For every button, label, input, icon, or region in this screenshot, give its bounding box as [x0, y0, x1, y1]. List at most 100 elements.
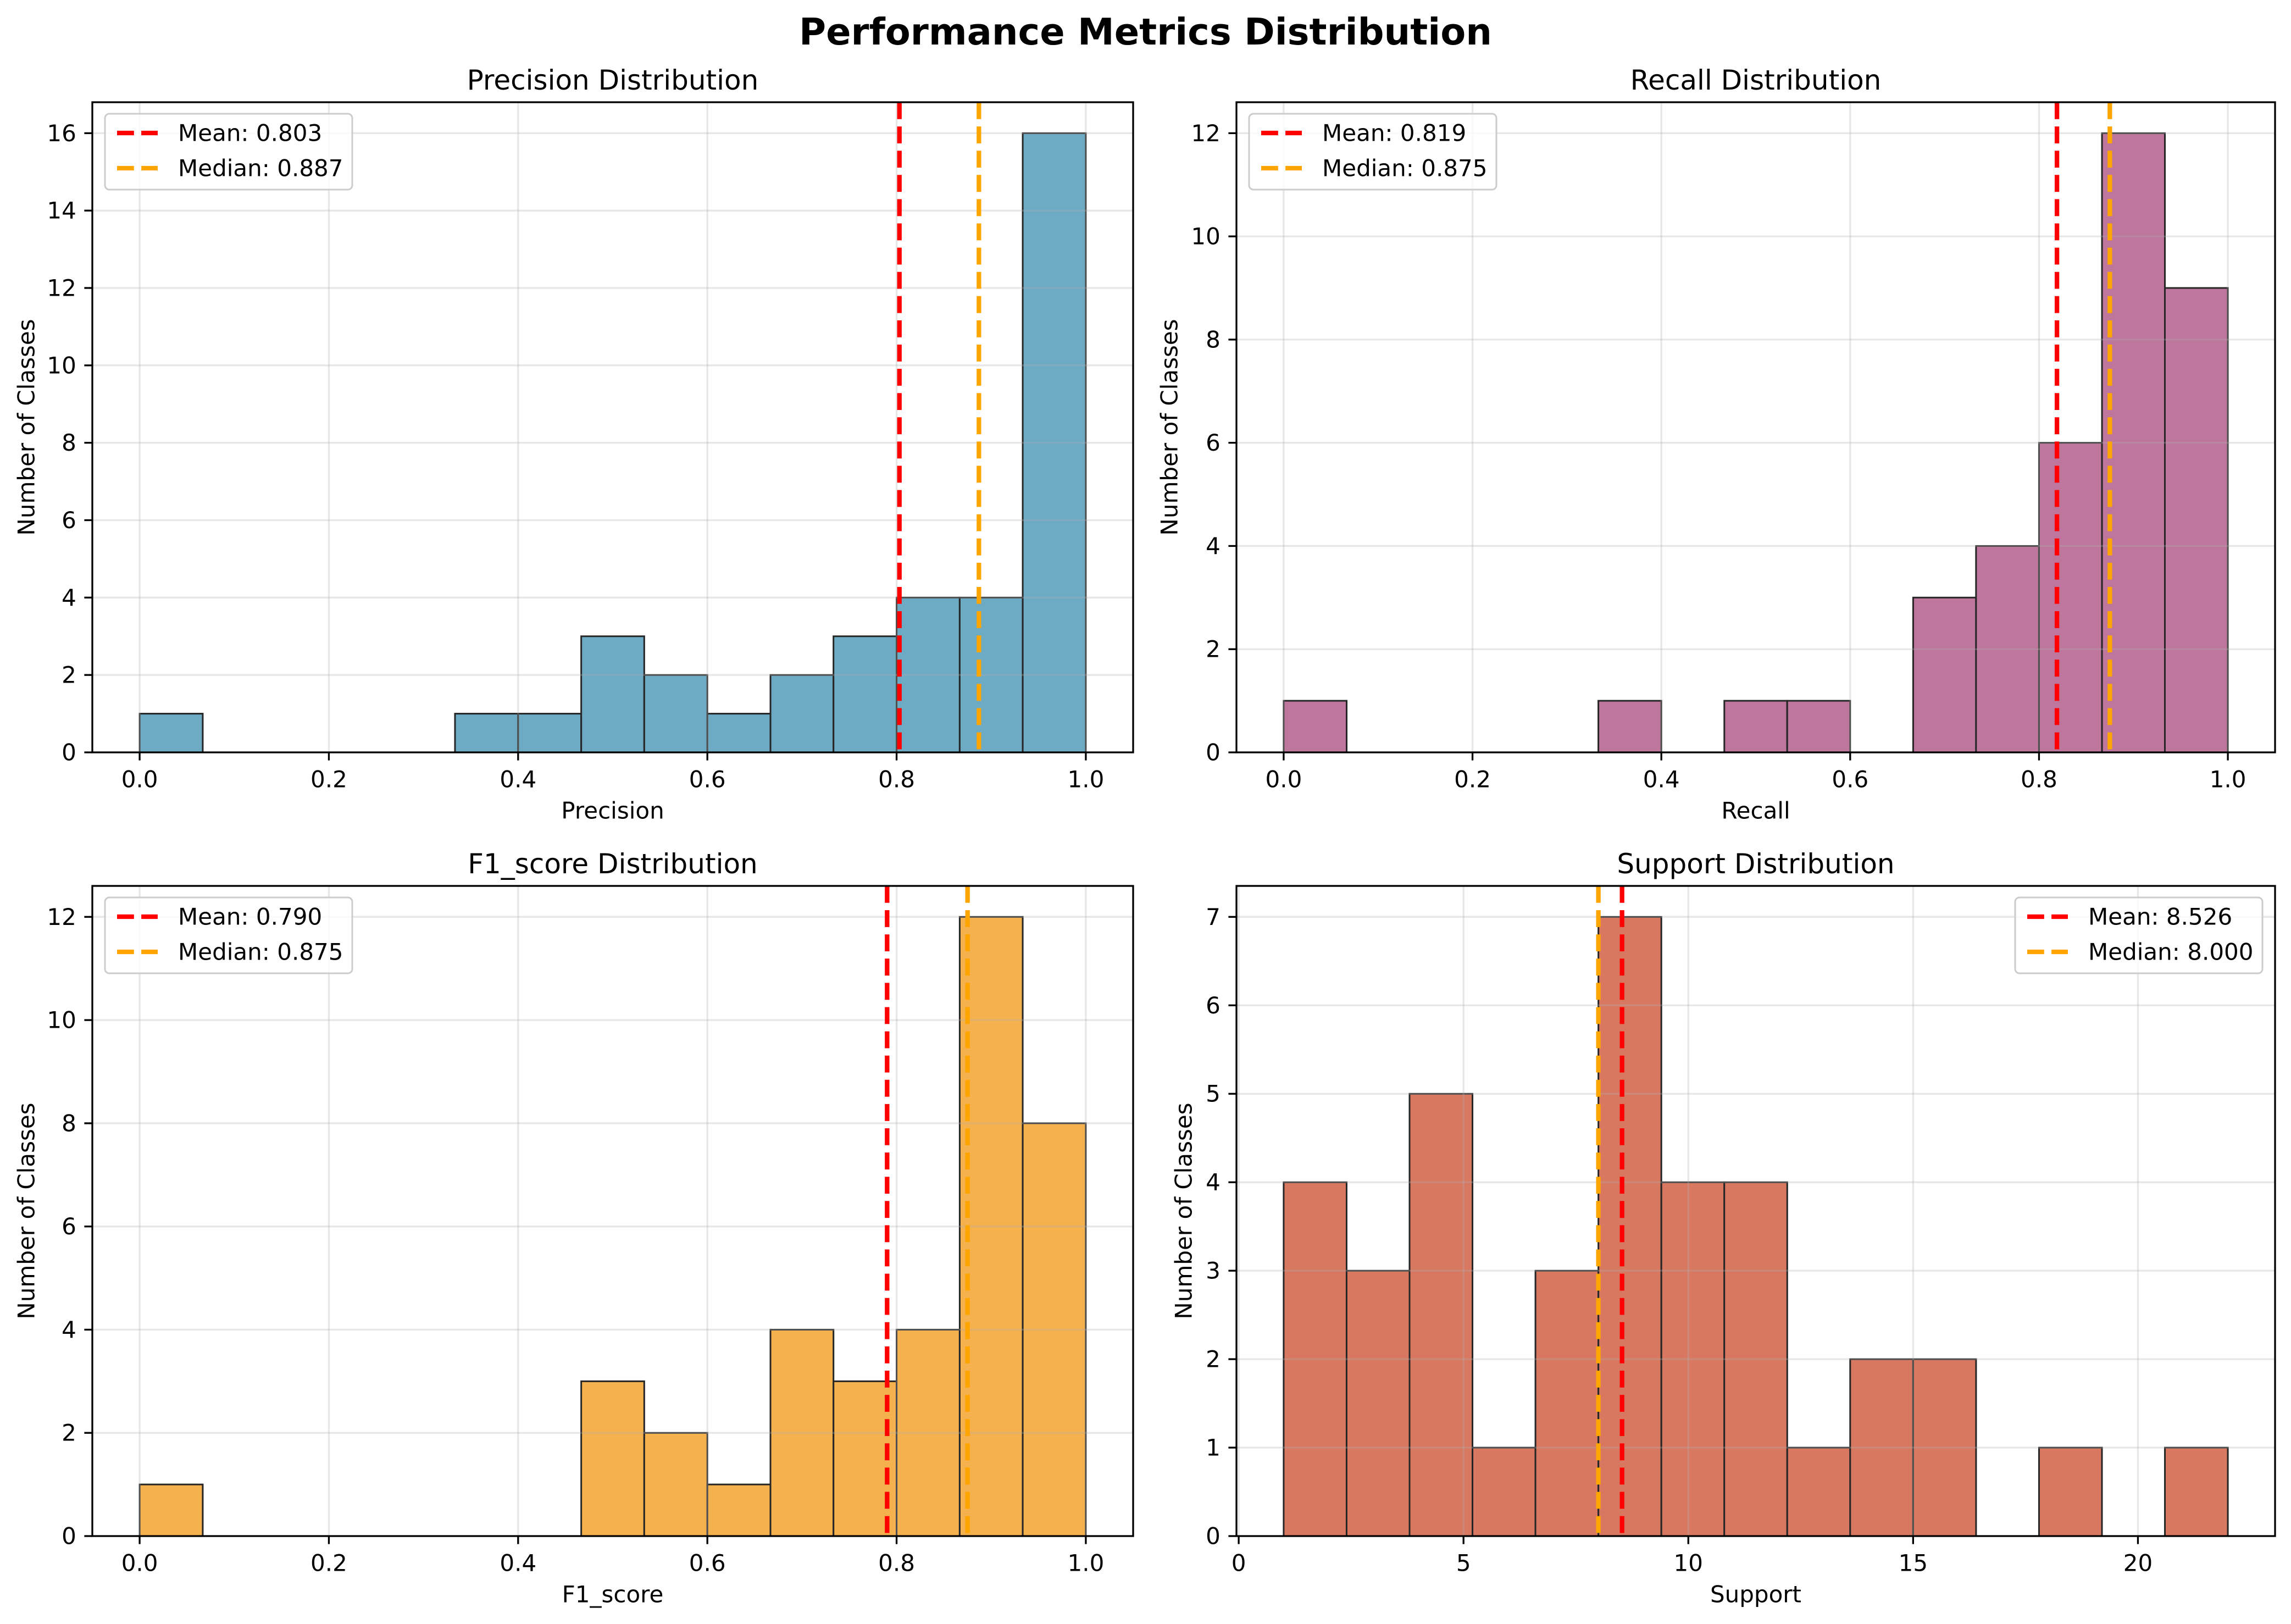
panel-title: Precision Distribution: [467, 64, 759, 96]
y-tick-label: 12: [47, 275, 76, 302]
y-axis-label: Number of Classes: [13, 319, 40, 535]
x-tick-label: 0.0: [121, 1550, 158, 1577]
y-tick-label: 14: [47, 197, 76, 224]
y-tick-label: 0: [1206, 1523, 1221, 1550]
y-axis-label: Number of Classes: [13, 1102, 40, 1319]
y-tick-label: 2: [1206, 1346, 1221, 1373]
x-tick-label: 0.0: [121, 766, 158, 793]
y-tick-label: 6: [1206, 429, 1221, 456]
figure-title: Performance Metrics Distribution: [799, 10, 1492, 53]
x-tick-label: 0.2: [310, 766, 347, 793]
legend-label: Mean: 8.526: [2088, 904, 2232, 930]
histogram-bar: [1787, 1448, 1850, 1536]
y-tick-label: 2: [62, 1420, 76, 1446]
x-tick-label: 20: [2123, 1550, 2153, 1577]
y-tick-label: 10: [47, 352, 76, 379]
y-tick-label: 16: [47, 120, 76, 147]
x-tick-label: 0.8: [878, 766, 915, 793]
x-axis-label: F1_score: [562, 1581, 664, 1608]
legend: Mean: 0.803 Median: 0.887: [105, 114, 352, 190]
histogram-bar: [1724, 701, 1787, 752]
legend-label: Median: 8.000: [2088, 939, 2254, 966]
legend-label: Mean: 0.790: [178, 904, 322, 930]
y-tick-label: 12: [1191, 120, 1220, 147]
histogram-bar: [1473, 1448, 1536, 1536]
histogram-panel-recall: 0.0 0.2 0.4 0.6 0.8 1.0 0 2 4 6 8 10 12 Recall Distri…: [1156, 64, 2276, 824]
y-tick-label: 5: [1206, 1080, 1221, 1107]
histogram-bar: [707, 714, 770, 752]
legend-label: Median: 0.887: [178, 155, 343, 182]
x-axis-label: Recall: [1721, 797, 1790, 824]
histogram-panel-f1-score: 0.0 0.2 0.4 0.6 0.8 1.0 0 2 4 6 8 10 12 F1_score Dist…: [13, 848, 1134, 1608]
y-tick-label: 0: [62, 1523, 76, 1550]
y-tick-label: 3: [1206, 1257, 1221, 1284]
y-axis-label: Number of Classes: [1171, 1102, 1197, 1319]
histogram-bar: [2165, 288, 2228, 752]
y-tick-label: 12: [47, 904, 76, 930]
x-tick-label: 0.8: [878, 1550, 915, 1577]
legend: Mean: 0.790 Median: 0.875: [105, 897, 352, 973]
legend: Mean: 8.526 Median: 8.000: [2015, 897, 2262, 973]
histogram-bar: [518, 714, 581, 752]
histogram-bar: [581, 1381, 645, 1536]
legend-label: Median: 0.875: [1322, 155, 1488, 182]
histogram-bar: [2039, 1448, 2102, 1536]
y-tick-label: 0: [1206, 739, 1221, 766]
histogram-bar: [455, 714, 518, 752]
y-tick-label: 10: [1191, 223, 1220, 250]
legend: Mean: 0.819 Median: 0.875: [1249, 114, 1496, 190]
x-tick-label: 1.0: [1068, 1550, 1105, 1577]
histogram-bar: [2039, 443, 2102, 752]
histogram-bar: [644, 675, 707, 752]
y-tick-label: 0: [62, 739, 76, 766]
x-tick-label: 5: [1456, 1550, 1471, 1577]
x-tick-label: 0.4: [500, 1550, 536, 1577]
histogram-bar: [834, 636, 897, 752]
y-axis-label: Number of Classes: [1156, 319, 1183, 535]
histogram-bar: [1599, 917, 1662, 1536]
histogram-bar: [1599, 701, 1662, 752]
y-tick-label: 6: [1206, 992, 1221, 1019]
y-tick-label: 1: [1206, 1434, 1221, 1461]
y-tick-label: 4: [62, 584, 76, 611]
histogram-bar: [707, 1484, 770, 1536]
legend-label: Median: 0.875: [178, 939, 343, 966]
histogram-bar: [1913, 597, 1976, 752]
x-tick-label: 0.4: [500, 766, 536, 793]
x-tick-label: 0.6: [689, 1550, 726, 1577]
histogram-bar: [140, 1484, 203, 1536]
y-tick-label: 6: [62, 507, 76, 534]
y-tick-label: 6: [62, 1213, 76, 1240]
histogram-bar: [1787, 701, 1850, 752]
histogram-panel-precision: 0.0 0.2 0.4 0.6 0.8 1.00246810121416Precision…: [13, 64, 1134, 824]
y-tick-label: 8: [62, 429, 76, 456]
y-tick-label: 8: [1206, 326, 1221, 353]
legend-label: Mean: 0.819: [1322, 120, 1466, 147]
x-axis-label: Support: [1710, 1581, 1801, 1608]
legend-label: Mean: 0.803: [178, 120, 322, 147]
y-tick-label: 4: [1206, 1169, 1221, 1196]
histogram-bar: [140, 714, 203, 752]
panel-title: F1_score Distribution: [468, 848, 758, 880]
histogram-bar: [1284, 701, 1347, 752]
histogram-bar: [1535, 1271, 1599, 1536]
x-tick-label: 0.2: [310, 1550, 347, 1577]
histogram-bar: [1346, 1271, 1410, 1536]
histogram-bar: [2165, 1448, 2228, 1536]
x-tick-label: 0: [1232, 1550, 1246, 1577]
y-tick-label: 7: [1206, 904, 1221, 930]
y-tick-label: 2: [1206, 636, 1221, 663]
x-tick-label: 0.0: [1266, 766, 1302, 793]
panel-title: Support Distribution: [1617, 848, 1894, 880]
histogram-bar: [644, 1433, 707, 1536]
x-tick-label: 10: [1674, 1550, 1703, 1577]
y-tick-label: 4: [1206, 533, 1221, 559]
panel-title: Recall Distribution: [1630, 64, 1882, 96]
x-tick-label: 0.6: [1832, 766, 1868, 793]
histogram-bar: [770, 675, 834, 752]
x-tick-label: 0.8: [2021, 766, 2057, 793]
x-tick-label: 0.6: [689, 766, 726, 793]
x-tick-label: 0.2: [1454, 766, 1491, 793]
y-tick-label: 2: [62, 662, 76, 689]
